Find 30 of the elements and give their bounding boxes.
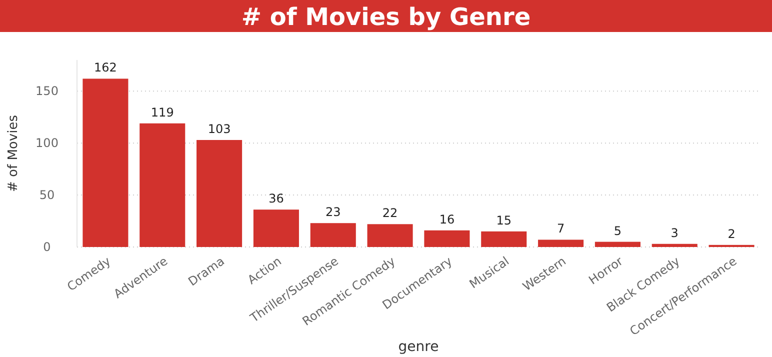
- data-label: 3: [670, 226, 678, 240]
- bar: [140, 123, 186, 247]
- bar: [424, 230, 470, 247]
- x-axis-title: genre: [398, 339, 439, 355]
- data-label: 15: [496, 213, 512, 228]
- data-label: 22: [382, 206, 398, 220]
- bar: [652, 244, 698, 247]
- y-tick-label: 0: [43, 240, 51, 254]
- data-label: 119: [150, 105, 174, 120]
- data-label: 23: [325, 205, 341, 220]
- bar: [481, 231, 527, 247]
- data-label: 2: [728, 226, 736, 241]
- bar: [82, 78, 128, 247]
- bar: [594, 242, 640, 247]
- y-tick-label: 150: [36, 84, 58, 98]
- y-tick-label: 50: [39, 188, 55, 202]
- bar: [196, 140, 242, 247]
- data-label: 36: [268, 192, 284, 206]
- bar: [310, 223, 356, 247]
- bar: [253, 210, 299, 247]
- data-label: 162: [94, 60, 117, 75]
- bar: [367, 224, 413, 247]
- y-tick-label: 100: [36, 136, 58, 150]
- data-label: 16: [439, 212, 455, 226]
- y-axis-title: # of Movies: [6, 114, 21, 192]
- data-label: 5: [614, 224, 622, 238]
- data-label: 103: [208, 122, 231, 136]
- chart-title: # of Movies by Genre: [241, 3, 531, 31]
- bar: [538, 240, 584, 247]
- data-label: 7: [556, 222, 565, 236]
